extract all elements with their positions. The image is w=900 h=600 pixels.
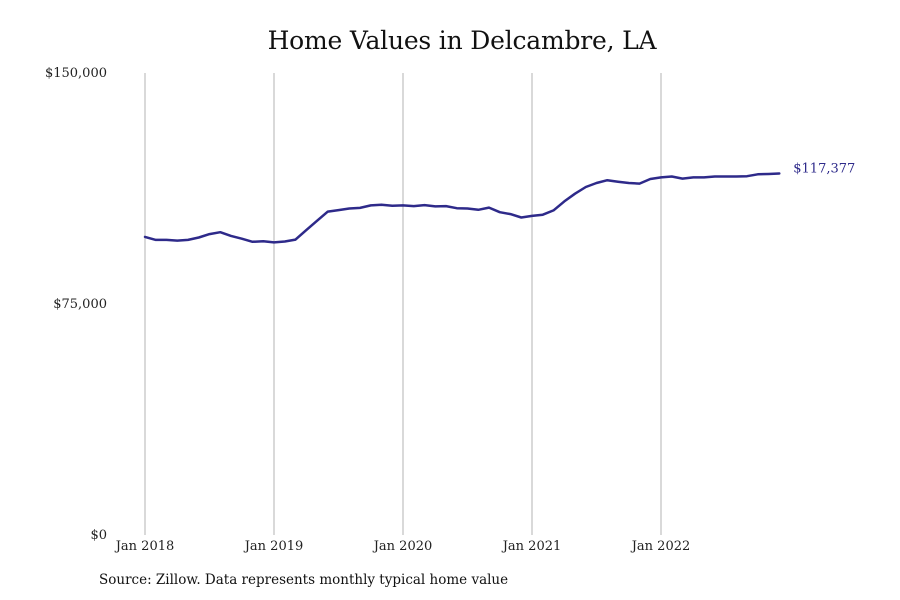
x-tick-label: Jan 2020 [372,539,433,554]
y-tick-label: $75,000 [53,297,107,312]
y-axis: $0 $75,000 $150,000 [45,66,107,543]
y-tick-label: $0 [90,528,107,543]
gridlines [144,73,662,535]
x-tick-label: Jan 2022 [630,539,691,554]
series: $117,377 [143,161,855,244]
series-line [143,172,781,244]
source-note: Source: Zillow. Data represents monthly … [99,572,509,588]
x-axis: Jan 2018 Jan 2019 Jan 2020 Jan 2021 Jan 2022 [114,539,691,554]
x-tick-label: Jan 2018 [114,539,175,554]
y-tick-label: $150,000 [45,66,107,81]
end-value-label: $117,377 [793,161,855,176]
x-tick-label: Jan 2019 [243,539,304,554]
chart-title: Home Values in Delcambre, LA [267,26,657,55]
x-tick-label: Jan 2021 [501,539,562,554]
